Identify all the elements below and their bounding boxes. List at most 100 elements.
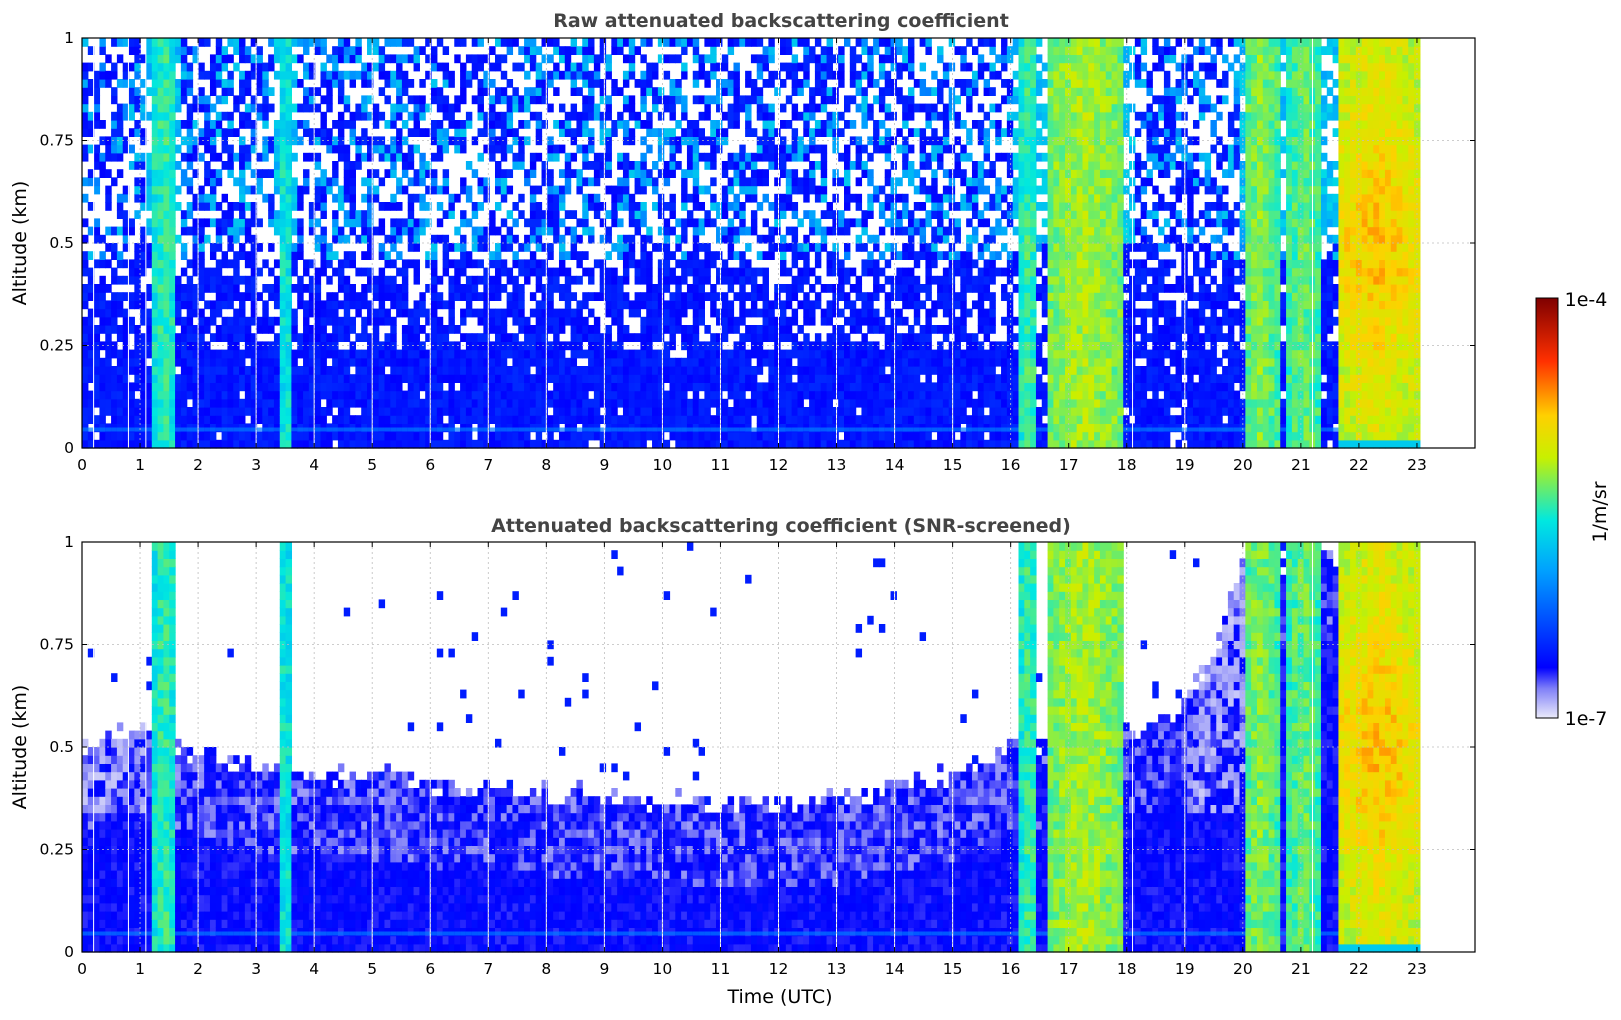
heatmap-cell <box>163 357 170 367</box>
heatmap-cell <box>489 366 496 375</box>
heatmap-cell <box>832 382 839 392</box>
heatmap-cell <box>558 357 566 367</box>
heatmap-cell <box>431 95 438 105</box>
heatmap-cell <box>378 54 386 64</box>
heatmap-cell <box>209 152 217 162</box>
heatmap-cell <box>332 398 339 408</box>
heatmap-cell <box>291 185 298 195</box>
heatmap-cell <box>576 185 583 195</box>
heatmap-cell <box>605 407 612 416</box>
heatmap-cell <box>844 120 851 129</box>
heatmap-cell <box>221 415 229 424</box>
heatmap-cell <box>256 185 263 195</box>
heatmap-cell <box>355 267 362 277</box>
heatmap-cell <box>134 70 141 80</box>
heatmap-cell <box>111 251 118 260</box>
heatmap-cell <box>791 169 799 178</box>
heatmap-cell <box>611 316 618 326</box>
heatmap-cell <box>378 177 386 187</box>
heatmap-cell <box>192 374 199 383</box>
heatmap-cell <box>343 349 351 359</box>
heatmap-cell <box>227 87 234 96</box>
heatmap-cell <box>652 292 659 301</box>
heatmap-cell <box>372 226 380 236</box>
heatmap-cell <box>396 382 403 392</box>
heatmap-cell <box>180 54 188 64</box>
heatmap-cell <box>93 349 101 359</box>
heatmap-cell <box>320 128 327 137</box>
heatmap-cell <box>663 308 671 318</box>
heatmap-cell <box>436 325 444 334</box>
heatmap-cell <box>564 415 572 424</box>
heatmap-cell <box>448 398 455 408</box>
heatmap-cell <box>494 267 502 277</box>
heatmap-cell <box>233 357 240 367</box>
heatmap-cell <box>588 79 595 88</box>
heatmap-cell <box>465 161 473 170</box>
heatmap-cell <box>727 325 735 334</box>
heatmap-cell <box>82 103 89 113</box>
heatmap-cell <box>588 349 595 359</box>
heatmap-cell <box>826 95 833 105</box>
surface-layer-cell <box>657 427 665 432</box>
heatmap-cell <box>681 185 688 195</box>
heatmap-cell <box>477 357 484 367</box>
heatmap-cell <box>442 169 450 178</box>
heatmap-cell <box>617 316 624 326</box>
heatmap-cell <box>186 103 194 113</box>
heatmap-cell <box>733 202 740 211</box>
heatmap-cell <box>553 62 560 72</box>
heatmap-cell <box>576 46 583 55</box>
heatmap-cell <box>465 407 473 416</box>
heatmap-cell <box>570 111 578 121</box>
heatmap-cell <box>268 366 275 375</box>
heatmap-cell <box>797 407 804 416</box>
heatmap-cell <box>87 226 95 236</box>
heatmap-cell <box>570 226 578 236</box>
heatmap-cell <box>797 87 804 96</box>
heatmap-cell <box>646 390 653 400</box>
heatmap-cell <box>291 243 298 252</box>
heatmap-cell <box>343 333 351 342</box>
heatmap-cell <box>849 366 857 375</box>
heatmap-cell <box>529 193 537 203</box>
heatmap-cell <box>785 357 793 367</box>
heatmap-cell <box>873 357 880 367</box>
heatmap-cell <box>873 407 880 416</box>
heatmap-cell <box>384 382 391 392</box>
heatmap-cell <box>169 382 176 392</box>
heatmap-cell <box>140 103 147 113</box>
surface-layer-cell <box>332 427 339 432</box>
heatmap-cell <box>105 202 112 211</box>
heatmap-cell <box>122 333 130 342</box>
surface-layer-cell <box>256 427 263 432</box>
heatmap-cell <box>390 226 397 236</box>
heatmap-cell <box>419 382 426 392</box>
heatmap-cell <box>157 341 165 351</box>
heatmap-cell <box>256 54 263 64</box>
heatmap-cell <box>151 423 159 433</box>
heatmap-cell <box>512 431 519 441</box>
heatmap-cell <box>512 341 519 351</box>
heatmap-cell <box>343 308 351 318</box>
heatmap-cell <box>239 46 246 55</box>
heatmap-cell <box>483 407 490 416</box>
heatmap-cell <box>297 54 304 64</box>
heatmap-cell <box>233 407 240 416</box>
heatmap-cell <box>547 275 554 285</box>
heatmap-cell <box>698 439 705 449</box>
heatmap-cell <box>646 62 653 72</box>
heatmap-cell <box>192 341 199 351</box>
heatmap-cell <box>134 177 141 187</box>
heatmap-cell <box>826 341 833 351</box>
heatmap-cell <box>431 300 438 310</box>
heatmap-cell <box>460 292 467 301</box>
heatmap-cell <box>774 357 781 367</box>
heatmap-cell <box>826 70 833 80</box>
heatmap-cell <box>780 357 787 367</box>
heatmap-cell <box>337 120 345 129</box>
heatmap-cell <box>756 38 764 47</box>
heatmap-cell <box>82 62 89 72</box>
heatmap-cell <box>483 398 490 408</box>
heatmap-cell <box>500 390 508 400</box>
